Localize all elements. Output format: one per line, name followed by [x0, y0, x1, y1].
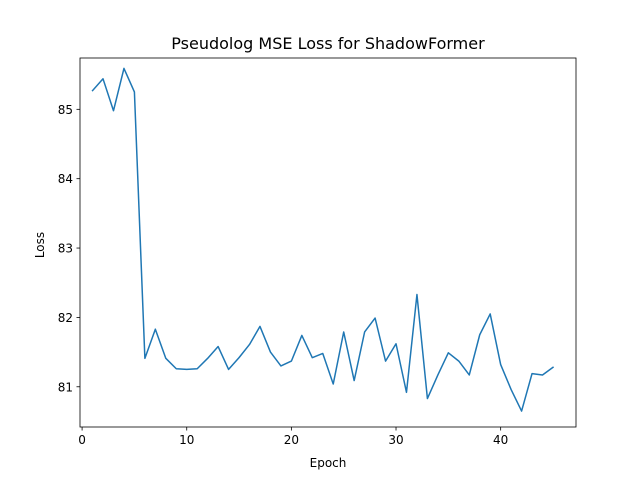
x-tick-label: 30	[388, 433, 403, 447]
x-tick-label: 40	[493, 433, 508, 447]
x-tick-label: 10	[179, 433, 194, 447]
x-tick-label: 20	[284, 433, 299, 447]
y-tick-label: 81	[58, 380, 73, 394]
x-axis-label: Epoch	[310, 456, 347, 470]
x-tick-label: 0	[78, 433, 86, 447]
y-tick-label: 84	[58, 172, 73, 186]
y-axis-label: Loss	[33, 232, 47, 258]
y-tick-label: 82	[58, 311, 73, 325]
y-tick-label: 83	[58, 242, 73, 256]
chart-title: Pseudolog MSE Loss for ShadowFormer	[171, 34, 485, 53]
y-tick-label: 85	[58, 103, 73, 117]
